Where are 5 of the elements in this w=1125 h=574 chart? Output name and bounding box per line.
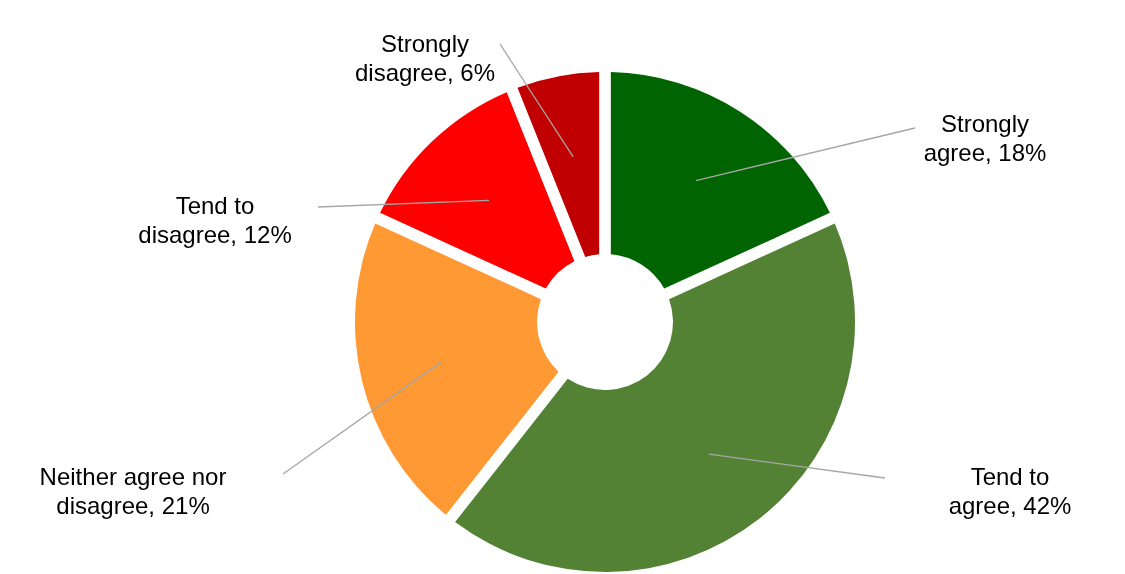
slice-label: Neither agree nor disagree, 21% <box>39 463 227 519</box>
slice-label: Tend to agree, 42% <box>948 463 1072 519</box>
slice-label: Strongly disagree, 6% <box>354 30 496 86</box>
slice-label: Strongly agree, 18% <box>923 110 1047 166</box>
slice-label: Tend to disagree, 12% <box>138 192 292 248</box>
